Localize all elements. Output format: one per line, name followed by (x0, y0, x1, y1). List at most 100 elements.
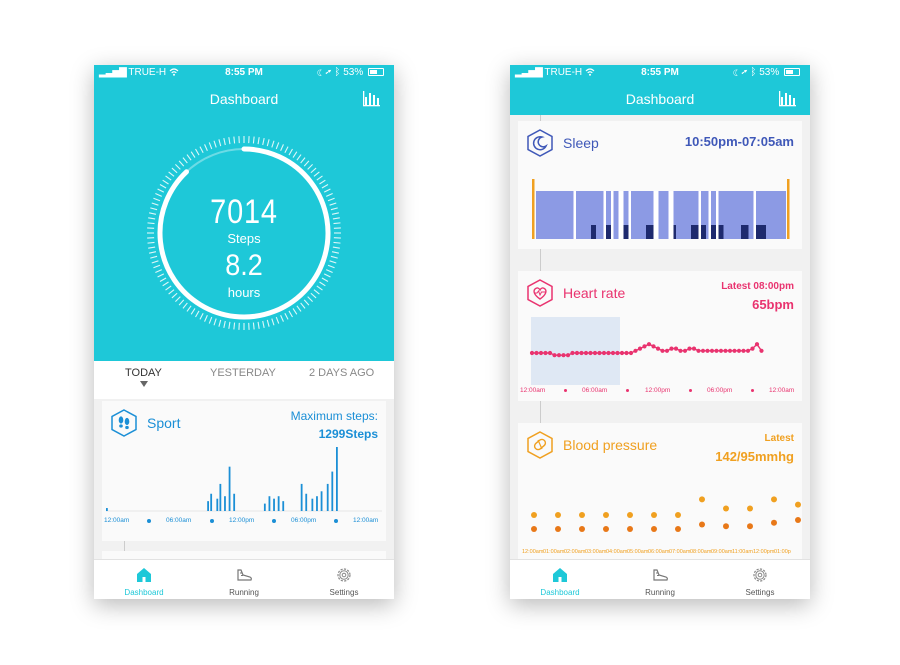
footprints-icon (111, 409, 137, 437)
dial-tick (147, 241, 155, 244)
signal-icon: ▂▃▅▇ (515, 67, 543, 78)
bp-systolic-point (771, 496, 777, 503)
dial-tick (331, 251, 339, 254)
page-title: Dashboard (209, 91, 279, 107)
wifi-icon (585, 68, 595, 77)
bp-systolic-point (675, 512, 681, 518)
dial-tick (233, 322, 236, 330)
dial-tick (319, 281, 326, 287)
hours-label: hours (227, 285, 261, 300)
sport-bar (336, 447, 338, 511)
heart-rate-point (601, 350, 607, 356)
heart-rate-point (714, 348, 719, 353)
heart-rate-point (682, 348, 688, 353)
tab-2-days-ago[interactable]: 2 DAYS AGO (309, 367, 375, 379)
bp-systolic-point (531, 512, 537, 518)
heart-axis-label: 06:00pm (707, 387, 733, 394)
dial-tick (208, 142, 213, 150)
tab-dashboard[interactable]: Dashboard (510, 560, 610, 599)
bp-diastolic-point (771, 519, 777, 526)
dial-tick (316, 285, 323, 291)
tab-today[interactable]: TODAY (125, 367, 162, 379)
sleep-segment-deep (606, 191, 611, 239)
dial-tick (280, 314, 284, 322)
status-time: 8:55 PM (641, 67, 679, 78)
sleep-segment-deep (756, 191, 766, 239)
dial-tick (148, 246, 156, 249)
status-bar: ▂▃▅▇ TRUE-H 8:55 PM ☾ ➚ ᛒ 53% (510, 65, 810, 81)
heart-rate-point (732, 348, 737, 353)
carrier-name: TRUE-H (544, 67, 583, 78)
blood-pressure-card[interactable]: Blood pressure Latest 142/95mmhg 12:00am… (518, 423, 802, 559)
hours-value: 8.2 (225, 249, 263, 282)
heart-icon (527, 279, 553, 307)
sport-card[interactable]: Sport Maximum steps: 1299Steps 12:00am 0… (102, 401, 386, 541)
heart-rate-point (642, 344, 647, 349)
heart-rate-point (646, 342, 652, 347)
tab-settings[interactable]: Settings (294, 560, 394, 599)
carrier-name: TRUE-H (128, 67, 167, 78)
bp-axis-label: 06:00am (648, 549, 670, 555)
gear-icon (753, 568, 767, 582)
dial-tick (190, 151, 196, 158)
heart-rate-point (660, 348, 665, 353)
sport-bar (305, 493, 308, 511)
timeline-connector (540, 115, 541, 121)
dial-tick (296, 154, 302, 161)
dial-tick (288, 310, 293, 318)
tab-dashboard[interactable]: Dashboard (94, 560, 194, 599)
tab-yesterday[interactable]: YESTERDAY (210, 367, 276, 379)
bp-axis-label: 05:00am (627, 549, 649, 555)
dial-tick (199, 146, 204, 154)
bp-diastolic-point (603, 526, 609, 532)
sleep-segment-light (613, 191, 619, 239)
tab-running[interactable]: Running (194, 560, 294, 599)
dial-tick (321, 277, 329, 282)
tab-dashboard-label: Dashboard (540, 588, 580, 597)
dial-tick (275, 316, 280, 324)
bp-systolic-point (651, 512, 657, 518)
dial-tick (223, 320, 226, 328)
dial-tick (284, 312, 289, 320)
dial-tick (195, 148, 200, 156)
sleep-range: 10:50pm-07:05am (684, 134, 794, 149)
heart-rate-point (651, 344, 656, 349)
dial-tick (162, 179, 169, 185)
tab-bar: Dashboard Running Settings (510, 559, 810, 599)
sleep-segment-light (658, 191, 669, 239)
sport-bar (331, 471, 334, 511)
bp-systolic-point (747, 505, 753, 512)
battery-percent: 53% (343, 67, 364, 78)
bp-axis-label: 01:00p (774, 549, 791, 555)
dial-tick (186, 305, 192, 312)
heart-rate-point (565, 353, 571, 358)
tab-running-label: Running (229, 588, 259, 597)
heart-rate-point (579, 350, 584, 356)
tab-settings[interactable]: Settings (710, 560, 810, 599)
heart-rate-card[interactable]: Heart rate Latest 08:00pm 65bpm 12:00am … (518, 271, 802, 401)
sleep-segment-awake (698, 191, 701, 239)
tab-dashboard-label: Dashboard (124, 588, 164, 597)
heart-rate-chart (529, 342, 764, 358)
dial-tick (149, 251, 157, 254)
bar-chart-icon[interactable] (362, 89, 380, 107)
heart-rate-point (696, 348, 701, 353)
tab-settings-label: Settings (329, 588, 359, 597)
sleep-segment-deep-band (623, 225, 629, 239)
bar-chart-icon[interactable] (778, 89, 796, 107)
heart-rate-point (741, 348, 746, 353)
dial-tick (150, 207, 158, 211)
sleep-segment-awake (753, 191, 756, 239)
bp-diastolic-point (555, 526, 561, 532)
home-icon (553, 568, 567, 582)
heart-rate-point (538, 350, 544, 356)
dial-tick (147, 222, 155, 225)
dial-tick (323, 188, 331, 193)
sleep-segment-deep (673, 191, 676, 239)
dial-tick (325, 193, 333, 197)
sleep-card[interactable]: Sleep 10:50pm-07:05am (518, 121, 802, 249)
tab-running[interactable]: Running (610, 560, 710, 599)
sleep-segment-awake (708, 191, 711, 239)
dial-tick (159, 277, 167, 282)
sleep-segment-awake (603, 191, 606, 239)
